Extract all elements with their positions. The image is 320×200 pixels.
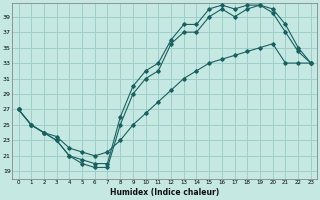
X-axis label: Humidex (Indice chaleur): Humidex (Indice chaleur) bbox=[110, 188, 219, 197]
